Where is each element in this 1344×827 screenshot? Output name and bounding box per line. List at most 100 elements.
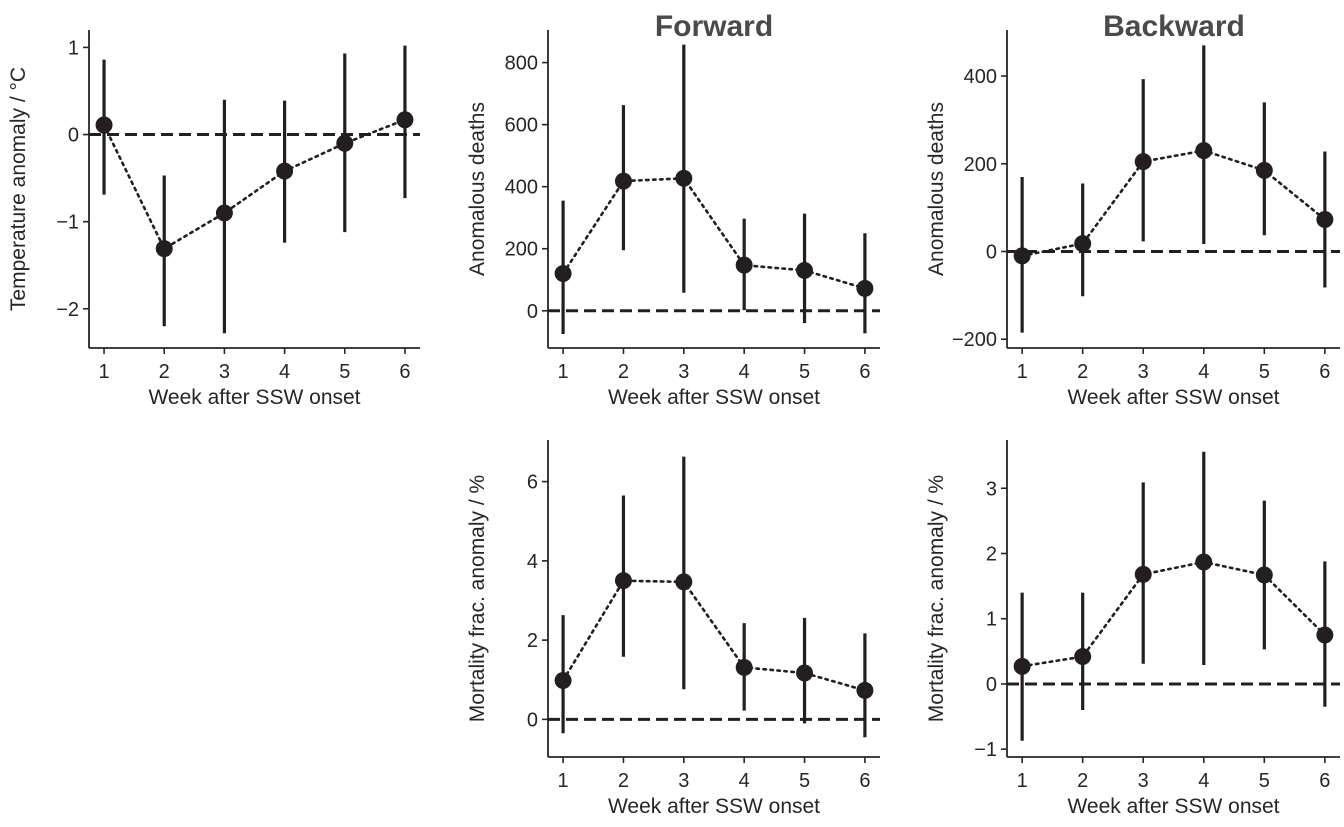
x-tick-label: 4 bbox=[1198, 770, 1209, 792]
series-line bbox=[561, 579, 867, 692]
data-point bbox=[95, 116, 113, 134]
x-tick-label: 5 bbox=[1259, 361, 1270, 383]
data-point bbox=[336, 134, 354, 152]
data-point bbox=[276, 162, 294, 180]
x-tick-label: 2 bbox=[1077, 770, 1088, 792]
x-tick-label: 2 bbox=[618, 361, 629, 383]
y-axis-label: Mortality frac. anomaly / % bbox=[925, 475, 948, 722]
x-tick-label: 6 bbox=[399, 361, 410, 383]
x-tick-label: 5 bbox=[339, 361, 350, 383]
series-line bbox=[1020, 560, 1327, 668]
x-tick-label: 6 bbox=[859, 770, 870, 792]
data-point bbox=[215, 204, 233, 222]
x-axis-label: Week after SSW onset bbox=[608, 386, 820, 409]
y-tick-label: 1 bbox=[986, 609, 997, 631]
data-point bbox=[155, 240, 173, 258]
series-line bbox=[561, 176, 867, 290]
y-tick-label: 400 bbox=[964, 66, 997, 88]
x-tick-label: 5 bbox=[799, 361, 810, 383]
x-axis-label: Week after SSW onset bbox=[608, 795, 820, 818]
y-tick-label: 2 bbox=[527, 630, 538, 652]
x-tick-label: 4 bbox=[1198, 361, 1209, 383]
column-title-forward: Forward bbox=[655, 10, 773, 43]
data-point bbox=[1316, 210, 1334, 228]
x-tick-label: 1 bbox=[1017, 770, 1028, 792]
data-point bbox=[675, 169, 693, 187]
y-tick-label: 2 bbox=[986, 543, 997, 565]
x-axis-label: Week after SSW onset bbox=[148, 386, 360, 409]
data-point bbox=[554, 265, 572, 283]
panel-backward-mortality: 1 2 3 4 5 6 −1 0 1 2 3 Week after SSW onset Mortalit… bbox=[925, 440, 1340, 818]
data-point bbox=[735, 256, 753, 274]
data-point bbox=[675, 573, 693, 591]
y-tick-label: 200 bbox=[505, 239, 538, 261]
y-tick-label: −1 bbox=[974, 739, 997, 761]
x-tick-label: 4 bbox=[739, 361, 750, 383]
y-axis-label: Mortality frac. anomaly / % bbox=[466, 475, 489, 722]
x-tick-label: 4 bbox=[739, 770, 750, 792]
data-point bbox=[1074, 648, 1092, 666]
data-point bbox=[554, 672, 572, 690]
x-tick-label: 3 bbox=[219, 361, 230, 383]
panel-forward-deaths: 1 2 3 4 5 6 0 200 400 600 800 Week after SSW onset A… bbox=[466, 30, 880, 409]
y-tick-label: 4 bbox=[527, 551, 538, 573]
data-point bbox=[1074, 235, 1092, 253]
y-tick-label: 0 bbox=[986, 674, 997, 696]
y-tick-label: 0 bbox=[527, 709, 538, 731]
y-tick-label: −1 bbox=[56, 212, 79, 234]
x-tick-label: 5 bbox=[799, 770, 810, 792]
x-tick-label: 6 bbox=[1319, 361, 1330, 383]
y-tick-label: 200 bbox=[964, 154, 997, 176]
x-tick-label: 2 bbox=[618, 770, 629, 792]
y-tick-label: 1 bbox=[68, 37, 79, 59]
data-point bbox=[1134, 565, 1152, 583]
y-tick-label: 0 bbox=[68, 125, 79, 147]
x-axis-label: Week after SSW onset bbox=[1067, 386, 1279, 409]
x-tick-label: 3 bbox=[678, 770, 689, 792]
data-point bbox=[1195, 142, 1213, 160]
x-axis-label: Week after SSW onset bbox=[1067, 795, 1279, 818]
x-tick-label: 5 bbox=[1259, 770, 1270, 792]
y-axis-label: Temperature anomaly / °C bbox=[7, 67, 30, 311]
y-tick-label: 600 bbox=[505, 115, 538, 137]
x-tick-label: 1 bbox=[558, 361, 569, 383]
x-tick-label: 3 bbox=[1138, 770, 1149, 792]
y-axis-label: Anomalous deaths bbox=[925, 102, 948, 276]
data-point bbox=[1255, 161, 1273, 179]
data-point bbox=[796, 261, 814, 279]
data-point bbox=[396, 111, 414, 129]
panel-temperature: 1 2 3 4 5 6 −2 −1 0 1 Week after SSW onset Temperat… bbox=[7, 30, 420, 409]
x-tick-label: 2 bbox=[159, 361, 170, 383]
data-point bbox=[1316, 626, 1334, 644]
data-point bbox=[735, 658, 753, 676]
panels: 1 2 3 4 5 6 −2 −1 0 1 Week after SSW onset Temperat… bbox=[7, 30, 1340, 818]
data-point bbox=[614, 572, 632, 590]
data-point bbox=[856, 681, 874, 699]
x-tick-label: 2 bbox=[1077, 361, 1088, 383]
x-tick-label: 3 bbox=[678, 361, 689, 383]
y-tick-label: 0 bbox=[986, 242, 997, 264]
series-line bbox=[1020, 149, 1327, 258]
y-tick-label: 800 bbox=[505, 53, 538, 75]
data-point bbox=[1013, 657, 1031, 675]
column-title-backward: Backward bbox=[1103, 10, 1245, 43]
y-tick-label: 3 bbox=[986, 478, 997, 500]
x-tick-label: 6 bbox=[859, 361, 870, 383]
x-tick-label: 1 bbox=[558, 770, 569, 792]
x-tick-label: 3 bbox=[1138, 361, 1149, 383]
x-tick-label: 1 bbox=[98, 361, 109, 383]
x-tick-label: 6 bbox=[1319, 770, 1330, 792]
y-tick-label: 0 bbox=[527, 301, 538, 323]
y-axis-label: Anomalous deaths bbox=[466, 102, 489, 276]
y-tick-label: 400 bbox=[505, 177, 538, 199]
data-point bbox=[796, 664, 814, 682]
y-tick-label: 6 bbox=[527, 472, 538, 494]
y-tick-label: −200 bbox=[952, 329, 997, 351]
data-point bbox=[1255, 566, 1273, 584]
y-tick-label: −2 bbox=[56, 299, 79, 321]
data-point bbox=[614, 172, 632, 190]
series-line bbox=[102, 118, 407, 251]
data-point bbox=[1134, 153, 1152, 171]
x-tick-label: 1 bbox=[1017, 361, 1028, 383]
